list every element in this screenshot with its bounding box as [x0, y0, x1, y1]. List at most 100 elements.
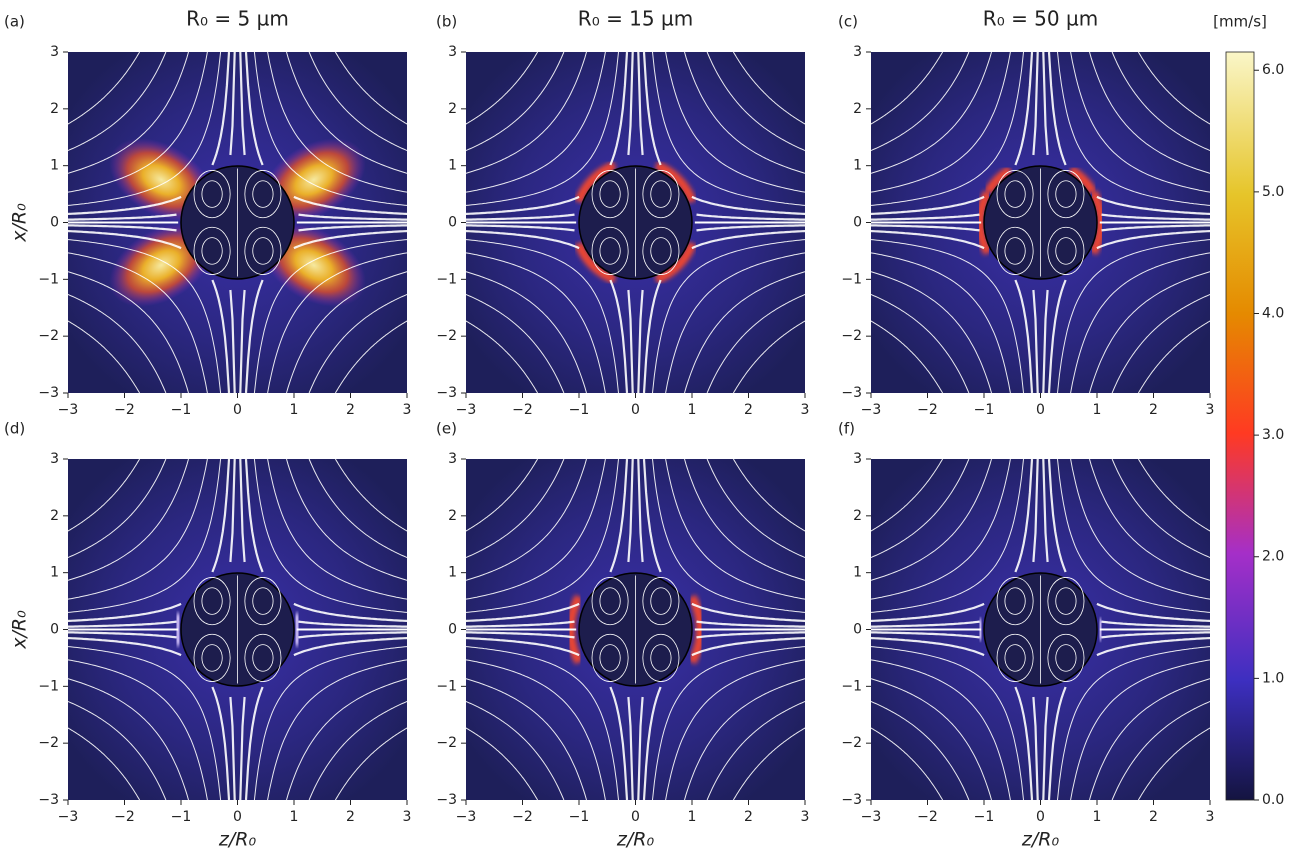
x-tick-label: −3 — [58, 809, 79, 825]
y-tick-label: 3 — [50, 44, 59, 60]
y-tick-label: −2 — [841, 735, 862, 751]
y-tick-label: 1 — [50, 565, 59, 581]
colorbar-tick-label: 3.0 — [1262, 427, 1284, 443]
y-tick-label: −2 — [38, 328, 59, 344]
y-tick-label: 3 — [853, 451, 862, 467]
panel — [62, 459, 412, 800]
y-tick-label: 2 — [448, 508, 457, 524]
panel-label: (c) — [838, 13, 858, 31]
panel-label: (f) — [838, 420, 855, 438]
x-tick-label: 0 — [1036, 809, 1045, 825]
colorbar — [1226, 52, 1254, 800]
y-tick-label: 3 — [50, 451, 59, 467]
x-axis-label: z/R₀ — [1021, 829, 1060, 851]
y-tick-label: 2 — [50, 508, 59, 524]
x-tick-label: −3 — [861, 402, 882, 418]
x-tick-label: 1 — [290, 402, 299, 418]
panel-title: R₀ = 50 µm — [983, 7, 1098, 31]
x-tick-label: −1 — [569, 402, 590, 418]
colorbar-tick-label: 0.0 — [1262, 792, 1284, 808]
y-tick-label: −3 — [841, 792, 862, 808]
x-tick-label: −1 — [171, 402, 192, 418]
x-tick-label: 2 — [346, 402, 355, 418]
x-tick-label: 3 — [801, 809, 810, 825]
colorbar-tick-label: 6.0 — [1262, 62, 1284, 78]
x-axis-label: z/R₀ — [616, 829, 655, 851]
x-tick-label: 0 — [631, 809, 640, 825]
colorbar-tick-label: 1.0 — [1262, 670, 1284, 686]
x-tick-label: −2 — [114, 402, 135, 418]
panel-label: (b) — [436, 13, 457, 31]
x-tick-label: 1 — [290, 809, 299, 825]
y-axis-label: x/R₀ — [9, 610, 31, 650]
panel-title: R₀ = 5 µm — [186, 7, 289, 31]
y-tick-label: −3 — [841, 385, 862, 401]
x-tick-label: −1 — [974, 402, 995, 418]
x-tick-label: −2 — [114, 809, 135, 825]
x-tick-label: 0 — [631, 402, 640, 418]
x-tick-label: 1 — [1093, 402, 1102, 418]
panel — [460, 459, 810, 800]
panel — [460, 52, 810, 393]
y-tick-label: −1 — [841, 271, 862, 287]
y-tick-label: 1 — [853, 565, 862, 581]
y-tick-label: 3 — [448, 44, 457, 60]
x-tick-label: 0 — [1036, 402, 1045, 418]
x-axis-label: z/R₀ — [218, 829, 257, 851]
colorbar-tick-label: 2.0 — [1262, 549, 1284, 565]
y-tick-label: 3 — [853, 44, 862, 60]
y-tick-label: 2 — [50, 101, 59, 117]
y-tick-label: −1 — [38, 678, 59, 694]
x-tick-label: 2 — [1149, 809, 1158, 825]
x-tick-label: −3 — [456, 809, 477, 825]
x-tick-label: 2 — [744, 402, 753, 418]
x-tick-label: 3 — [1206, 402, 1215, 418]
x-tick-label: 2 — [1149, 402, 1158, 418]
x-tick-label: −2 — [512, 809, 533, 825]
x-tick-label: −3 — [456, 402, 477, 418]
panel-label: (d) — [4, 420, 25, 438]
y-tick-label: −1 — [436, 271, 457, 287]
y-tick-label: 1 — [448, 158, 457, 174]
y-tick-label: 1 — [853, 158, 862, 174]
y-tick-label: −3 — [38, 385, 59, 401]
y-tick-label: −3 — [436, 792, 457, 808]
panel — [865, 459, 1215, 800]
x-tick-label: −3 — [861, 809, 882, 825]
y-tick-label: −1 — [841, 678, 862, 694]
y-tick-label: −1 — [436, 678, 457, 694]
panel-label: (a) — [4, 13, 25, 31]
figure: −3 −2 −1 0 1 2 3 −3 −2 −1 0 1 2 3 (a) R₀ = 5 µm x/R₀ −3 −2… — [0, 0, 1297, 851]
y-axis-label: x/R₀ — [9, 203, 31, 243]
x-tick-label: 0 — [233, 809, 242, 825]
colorbar-label: [mm/s] — [1213, 13, 1267, 31]
x-tick-label: 3 — [403, 809, 412, 825]
x-tick-label: 2 — [346, 809, 355, 825]
x-tick-label: 1 — [688, 809, 697, 825]
y-tick-label: 0 — [853, 622, 862, 638]
panel-title: R₀ = 15 µm — [578, 7, 693, 31]
x-tick-label: −1 — [974, 809, 995, 825]
y-tick-label: −2 — [436, 328, 457, 344]
x-tick-label: −2 — [917, 809, 938, 825]
x-tick-label: 1 — [1093, 809, 1102, 825]
x-tick-label: −3 — [58, 402, 79, 418]
colorbar-tick-label: 4.0 — [1262, 305, 1284, 321]
y-tick-label: −3 — [38, 792, 59, 808]
x-tick-label: −1 — [569, 809, 590, 825]
x-tick-label: 3 — [1206, 809, 1215, 825]
y-tick-label: 0 — [50, 622, 59, 638]
x-tick-label: 2 — [744, 809, 753, 825]
y-tick-label: 2 — [853, 508, 862, 524]
y-tick-label: 0 — [853, 215, 862, 231]
x-tick-label: 3 — [801, 402, 810, 418]
panel-label: (e) — [436, 420, 457, 438]
y-tick-label: 1 — [50, 158, 59, 174]
x-tick-label: −1 — [171, 809, 192, 825]
y-tick-label: 0 — [448, 622, 457, 638]
colorbar-tick-label: 5.0 — [1262, 184, 1284, 200]
x-tick-label: −2 — [917, 402, 938, 418]
y-tick-label: 2 — [448, 101, 457, 117]
y-tick-label: −3 — [436, 385, 457, 401]
x-tick-label: −2 — [512, 402, 533, 418]
